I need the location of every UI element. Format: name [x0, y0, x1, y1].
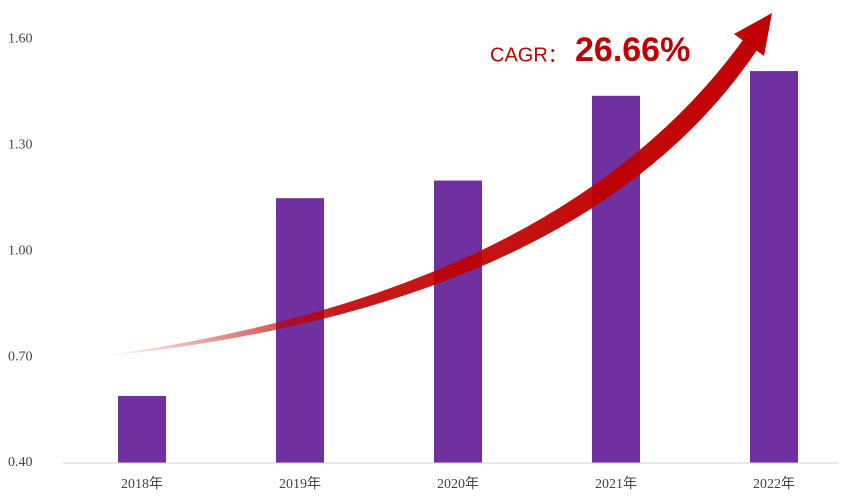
x-tick-label: 2022年 [753, 476, 795, 492]
bar [276, 198, 324, 463]
bar [118, 395, 166, 463]
y-tick-label: 1.00 [8, 243, 33, 258]
cagr-label: CAGR： [490, 44, 568, 66]
x-tick-label: 2018年 [121, 476, 163, 492]
x-tick-label: 2020年 [437, 476, 479, 492]
bar [750, 71, 798, 463]
cagr-value: 26.66% [575, 31, 690, 69]
y-tick-label: 1.60 [8, 32, 33, 47]
arrow-head [734, 13, 772, 56]
bar [592, 95, 640, 464]
y-tick-label: 1.30 [8, 137, 33, 152]
y-tick-label: 0.40 [8, 455, 33, 470]
x-tick-label: 2021年 [595, 476, 637, 492]
trend-arrow [108, 40, 757, 356]
y-tick-label: 0.70 [8, 349, 33, 364]
bar [434, 180, 482, 464]
x-tick-label: 2019年 [279, 476, 321, 492]
